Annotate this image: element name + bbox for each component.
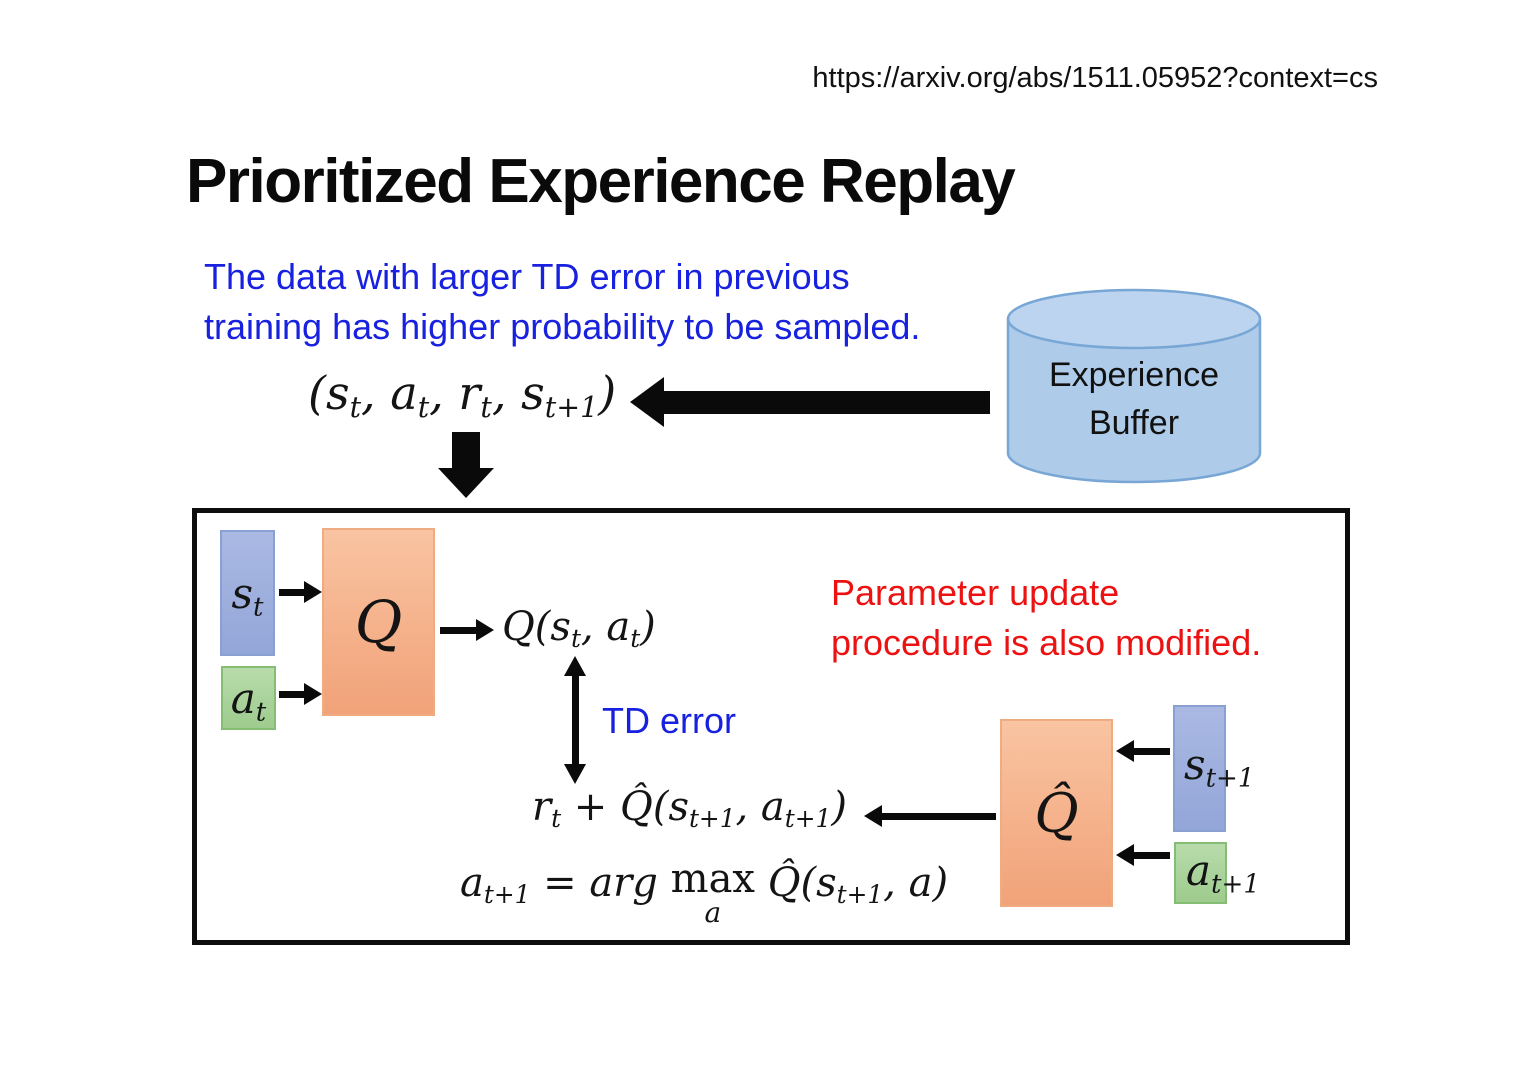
- target-network-block: Q̂: [1000, 719, 1113, 907]
- q-network-label: Q: [354, 588, 403, 656]
- update-note: Parameter update procedure is also modif…: [831, 568, 1261, 668]
- action-block: at: [221, 666, 276, 730]
- transition-tuple-formula: (st, at, rt, st+1): [308, 366, 617, 424]
- sampling-note: The data with larger TD error in previou…: [204, 252, 920, 352]
- buffer-label-line1: Experience: [1048, 356, 1220, 394]
- td-error-label: TD error: [602, 700, 736, 741]
- buffer-label-line2: Buffer: [1088, 404, 1180, 442]
- next-state-label: st+1: [1184, 740, 1255, 794]
- next-action-label: at+1: [1186, 846, 1260, 900]
- state-block-label: st: [231, 568, 264, 622]
- target-formula: rt + Q̂(st+1, at+1): [532, 784, 847, 833]
- source-url: https://arxiv.org/abs/1511.05952?context…: [812, 62, 1378, 94]
- q-network-block: Q: [322, 528, 435, 716]
- update-note-line1: Parameter update: [831, 572, 1120, 613]
- action-block-label: at: [230, 673, 267, 727]
- target-network-label: Q̂: [1034, 781, 1079, 845]
- buffer-label: Experience Buffer: [1003, 351, 1265, 447]
- next-action-block: [1174, 842, 1227, 904]
- argmax-formula: at+1 = arg max a Q̂(st+1, a): [460, 856, 949, 929]
- page-title: Prioritized Experience Replay: [186, 147, 1016, 216]
- max-operator: max a: [670, 856, 755, 929]
- q-output-formula: Q(st, at): [502, 604, 656, 653]
- sampling-note-line1: The data with larger TD error in previou…: [204, 256, 850, 297]
- sampling-note-line2: training has higher probability to be sa…: [204, 306, 921, 347]
- update-note-line2: procedure is also modified.: [831, 622, 1262, 663]
- cylinder-shape: [1006, 288, 1262, 484]
- state-block: st: [220, 530, 275, 656]
- experience-buffer-cylinder: Experience Buffer: [1003, 285, 1265, 487]
- next-state-block: [1173, 705, 1226, 832]
